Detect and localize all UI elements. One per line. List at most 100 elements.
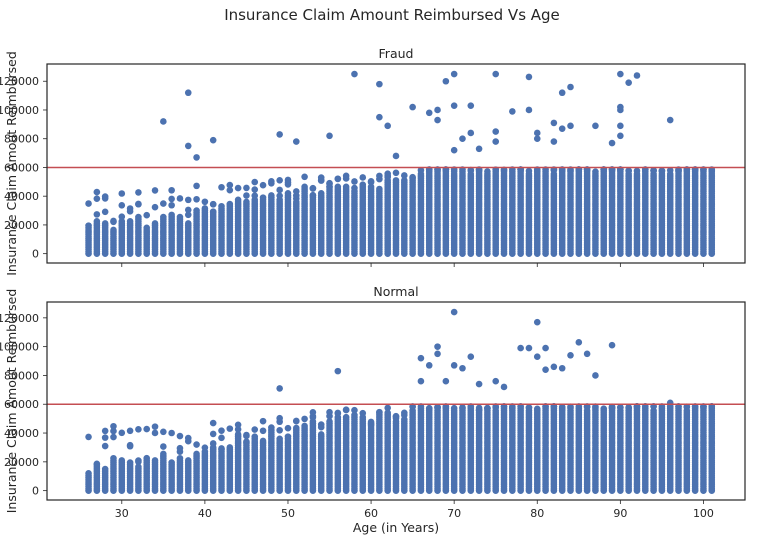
data-point <box>118 190 125 197</box>
data-point <box>634 72 641 79</box>
data-point <box>492 138 499 145</box>
data-point <box>251 192 258 199</box>
data-point <box>534 135 541 142</box>
data-point <box>592 406 599 413</box>
data-point <box>177 195 184 202</box>
data-point <box>102 434 109 441</box>
x-tick-label: 60 <box>364 507 378 520</box>
data-point <box>401 412 408 419</box>
data-point <box>210 208 217 215</box>
data-point <box>276 187 283 194</box>
data-point <box>168 212 175 219</box>
data-point <box>310 192 317 199</box>
data-point <box>152 220 159 227</box>
data-point <box>351 178 358 185</box>
data-point <box>351 407 358 414</box>
data-point <box>609 405 616 412</box>
data-point <box>567 84 574 91</box>
data-point <box>94 460 101 467</box>
point-group <box>85 71 715 257</box>
data-point <box>85 434 92 441</box>
data-point <box>285 179 292 186</box>
data-point <box>143 224 150 231</box>
data-point <box>559 89 566 96</box>
data-point <box>617 107 624 114</box>
data-point <box>185 143 192 150</box>
data-point <box>301 423 308 430</box>
data-point <box>301 416 308 423</box>
data-point <box>451 71 458 78</box>
data-point <box>260 438 267 445</box>
data-point <box>135 457 142 464</box>
data-point <box>102 193 109 200</box>
data-point <box>235 185 242 192</box>
data-point <box>343 406 350 413</box>
data-point <box>368 178 375 185</box>
data-point <box>185 211 192 218</box>
data-point <box>526 74 533 81</box>
data-point <box>276 131 283 138</box>
data-point <box>335 184 342 191</box>
data-point <box>193 207 200 214</box>
data-point <box>484 405 491 412</box>
data-point <box>409 104 416 111</box>
data-point <box>318 190 325 197</box>
data-point <box>118 430 125 437</box>
data-point <box>227 201 234 208</box>
data-point <box>227 425 234 432</box>
data-point <box>218 435 225 442</box>
data-point <box>243 192 250 199</box>
data-point <box>268 192 275 199</box>
data-point <box>509 108 516 115</box>
data-point <box>235 196 242 203</box>
data-point <box>326 409 333 416</box>
chart-suptitle: Insurance Claim Amount Reimbursed Vs Age <box>224 6 560 24</box>
data-point <box>168 202 175 209</box>
data-point <box>268 424 275 431</box>
data-point <box>102 428 109 435</box>
data-point <box>85 222 92 229</box>
data-point <box>177 214 184 221</box>
data-point <box>526 107 533 114</box>
data-point <box>160 118 167 125</box>
data-point <box>127 443 134 450</box>
data-point <box>600 405 607 412</box>
data-point <box>318 174 325 181</box>
data-point <box>251 186 258 193</box>
data-point <box>210 137 217 144</box>
data-point <box>210 420 217 427</box>
data-point <box>534 130 541 137</box>
y-axis-label: Insurance Claim Amout Reimbursed <box>4 51 19 276</box>
data-point <box>617 71 624 78</box>
data-point <box>85 200 92 207</box>
data-point <box>459 135 466 142</box>
data-point <box>227 187 234 194</box>
data-point <box>434 107 441 114</box>
data-point <box>152 457 159 464</box>
x-tick-label: 40 <box>198 507 212 520</box>
data-point <box>567 122 574 129</box>
data-point <box>301 173 308 180</box>
data-point <box>326 133 333 140</box>
data-point <box>285 433 292 440</box>
data-point <box>451 405 458 412</box>
x-tick-label: 70 <box>447 507 461 520</box>
data-point <box>634 168 641 175</box>
data-point <box>118 457 125 464</box>
data-point <box>617 133 624 140</box>
data-point <box>592 122 599 129</box>
data-point <box>526 404 533 411</box>
data-point <box>667 117 674 124</box>
data-point <box>185 435 192 442</box>
data-point <box>368 420 375 427</box>
data-point <box>160 214 167 221</box>
data-point <box>459 404 466 411</box>
data-point <box>492 128 499 135</box>
data-point <box>94 195 101 202</box>
data-point <box>218 184 225 191</box>
data-point <box>559 125 566 132</box>
panel-title: Normal <box>373 284 418 299</box>
data-point <box>310 413 317 420</box>
data-point <box>476 145 483 152</box>
